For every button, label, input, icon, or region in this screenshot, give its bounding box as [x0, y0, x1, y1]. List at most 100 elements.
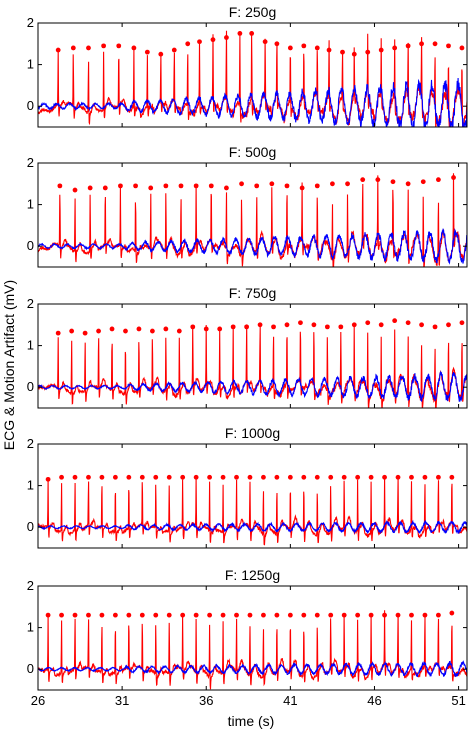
axes-box [37, 303, 468, 409]
r-peak-marker [328, 612, 334, 618]
r-peak-marker [176, 328, 182, 334]
x-tick-label: 41 [283, 693, 297, 708]
r-peak-marker [217, 326, 223, 332]
r-peak-marker [301, 43, 307, 49]
r-peak-marker [72, 474, 78, 480]
r-peak-marker [239, 181, 244, 187]
r-peak-marker [284, 183, 290, 189]
r-peak-marker [207, 612, 213, 618]
r-peak-marker [432, 41, 438, 47]
plot-area [38, 475, 467, 546]
y-axis-label: ECG & Motion Artifact (mV) [1, 280, 17, 450]
r-peak-marker [314, 45, 320, 51]
r-peak-marker [82, 330, 88, 336]
x-tick-label: 51 [451, 693, 465, 708]
r-peak-marker [459, 320, 465, 326]
y-tick-label: 0 [27, 98, 34, 113]
r-peak-marker [59, 612, 64, 618]
r-peak-marker [153, 612, 159, 618]
r-peak-marker [208, 183, 214, 189]
y-tick-label: 2 [27, 15, 34, 30]
r-peak-marker [234, 474, 239, 480]
r-peak-marker [193, 474, 199, 480]
r-peak-marker [395, 612, 401, 618]
r-peak-marker [126, 474, 132, 480]
y-tick-label: 1 [27, 620, 34, 635]
r-peak-marker [112, 612, 118, 618]
r-peak-marker [262, 39, 268, 45]
r-peak-marker [237, 31, 243, 36]
r-peak-marker [254, 183, 260, 189]
r-peak-marker [210, 37, 216, 43]
r-peak-marker [365, 320, 371, 326]
plot-area [38, 30, 467, 127]
r-peak-marker [432, 324, 438, 330]
panel-2: F: 500g 0 1 2 [27, 144, 468, 268]
r-peak-marker [436, 474, 441, 480]
r-peak-marker [395, 474, 401, 480]
r-peak-marker [112, 474, 118, 480]
axes-box [37, 22, 468, 128]
r-peak-marker [99, 474, 105, 480]
plot-area [38, 173, 467, 267]
r-peak-marker [247, 474, 253, 480]
r-peak-marker [166, 612, 172, 618]
r-peak-marker [311, 322, 317, 328]
motion-artifact-series-line [38, 228, 467, 265]
ecg-series-line [38, 30, 467, 127]
r-peak-marker [330, 181, 335, 187]
r-peak-marker [55, 47, 61, 53]
r-peak-marker [72, 187, 78, 193]
r-peak-marker [351, 51, 357, 57]
y-tick-label: 2 [27, 436, 34, 451]
r-peak-marker [274, 474, 280, 480]
r-peak-marker [340, 49, 345, 55]
y-tick-label: 1 [27, 478, 34, 493]
y-tick-label: 0 [27, 238, 34, 253]
r-peak-marker [409, 612, 414, 618]
r-peak-marker [190, 324, 196, 330]
r-peak-marker [166, 474, 172, 480]
r-peak-marker [86, 45, 91, 51]
r-peak-marker [378, 322, 384, 328]
r-peak-marker [87, 185, 93, 191]
r-peak-marker [420, 179, 426, 185]
r-peak-marker [102, 185, 108, 191]
r-peak-marker [446, 43, 451, 49]
r-peak-marker [274, 41, 280, 47]
r-peak-marker [123, 328, 128, 334]
r-peak-marker [324, 324, 330, 330]
r-peak-marker [57, 183, 63, 189]
axes-box [37, 585, 468, 691]
r-peak-marker [446, 322, 451, 328]
axes-box [37, 162, 468, 268]
r-peak-marker [185, 41, 191, 47]
r-peak-marker [131, 45, 137, 51]
r-peak-marker [449, 474, 455, 480]
r-peak-marker [269, 181, 275, 187]
plot-area [38, 610, 467, 690]
r-peak-marker [284, 322, 290, 328]
r-peak-marker [180, 474, 186, 480]
r-peak-marker [436, 177, 441, 183]
r-peak-marker [72, 612, 78, 618]
r-peak-marker [345, 181, 350, 187]
y-tick-label: 2 [27, 296, 34, 311]
panel-title: F: 750g [229, 285, 276, 301]
r-peak-marker [148, 185, 154, 191]
r-peak-marker [287, 474, 293, 480]
ecg-series-line [38, 324, 467, 408]
motion-artifact-series-line [38, 370, 467, 402]
r-peak-marker [301, 612, 307, 618]
r-peak-marker [59, 474, 64, 480]
r-peak-marker [390, 179, 396, 185]
panel-title: F: 1250g [225, 567, 280, 583]
y-tick-label: 2 [27, 578, 34, 593]
panel-4: F: 1000g 0 1 2 [27, 425, 468, 549]
r-peak-marker [86, 474, 91, 480]
x-tick-label: 36 [199, 693, 213, 708]
r-peak-marker [449, 610, 455, 616]
axes-box [37, 443, 468, 549]
r-peak-marker [136, 326, 142, 332]
r-peak-marker [163, 326, 169, 332]
